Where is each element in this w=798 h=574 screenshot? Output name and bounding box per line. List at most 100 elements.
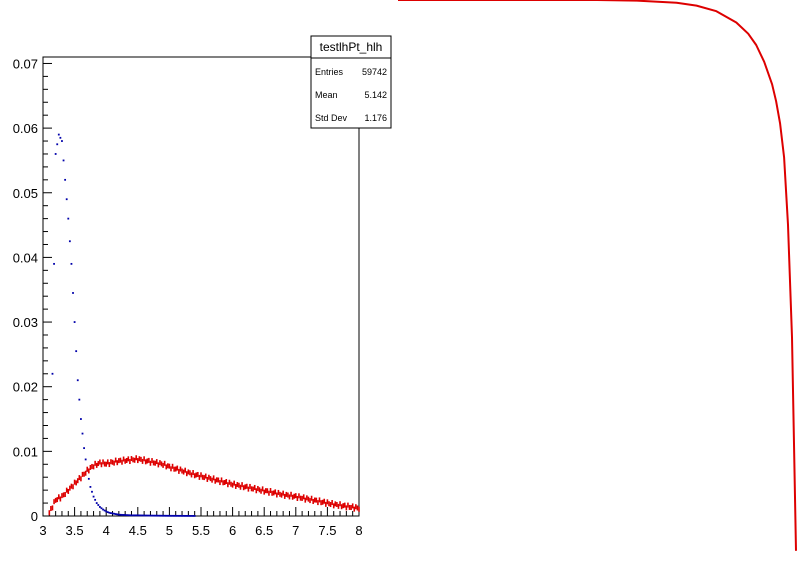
blue-point [54,153,57,155]
blue-point [147,514,150,517]
blue-point [182,514,185,517]
stats-stddev-label: Std Dev [315,113,348,123]
blue-point [119,513,122,516]
blue-point [165,514,168,517]
blue-point [129,514,131,517]
blue-point [192,515,194,517]
blue-point [130,514,133,517]
y-tick-label: 0.04 [13,250,38,265]
blue-point [64,178,67,181]
right-curve [398,0,797,551]
blue-point [125,514,128,517]
blue-point [114,513,117,515]
x-tick-label: 5.5 [192,523,210,538]
blue-point [65,198,68,201]
blue-point [133,514,136,517]
blue-point [87,477,90,480]
blue-point [62,159,65,162]
stats-entries-value: 59742 [362,67,387,77]
red-series [48,455,360,516]
x-tick-label: 7.5 [318,523,336,538]
blue-point [57,133,60,136]
blue-point [140,514,142,517]
y-tick-label: 0 [31,509,38,524]
blue-point [103,509,106,512]
blue-point [168,514,171,517]
blue-point [95,502,98,504]
blue-point [155,514,158,517]
blue-point [67,217,70,220]
x-tick-label: 5 [166,523,173,538]
blue-point [135,514,138,517]
blue-point [160,514,163,517]
blue-point [189,515,191,517]
x-tick-label: 4.5 [129,523,147,538]
blue-point [174,514,177,517]
blue-point [138,514,141,517]
blue-point [98,506,101,508]
y-tick-label: 0.02 [13,380,38,395]
blue-point [75,350,78,353]
blue-point [91,490,93,493]
blue-point [100,507,103,510]
blue-point [162,514,164,517]
stats-box: testlhPt_hlh Entries 59742 Mean 5.142 St… [310,35,392,129]
blue-point [179,514,182,517]
blue-point [170,514,172,517]
blue-point [81,432,84,435]
blue-point [173,514,176,517]
blue-point [152,514,155,517]
blue-point [116,513,119,516]
blue-point [56,143,59,146]
blue-point [184,514,187,517]
blue-point [121,513,123,516]
blue-point [181,514,183,517]
blue-point [117,513,120,516]
blue-point [190,515,193,517]
blue-point [111,512,114,515]
blue-point [105,510,108,513]
y-tick-label: 0.06 [13,121,38,136]
blue-point [149,514,152,517]
y-tick-label: 0.05 [13,186,38,201]
blue-point [89,486,92,488]
blue-point [80,418,82,420]
blue-point [108,511,111,514]
x-tick-label: 6 [229,523,236,538]
blue-point [72,292,74,294]
x-tick-label: 8 [355,523,362,538]
blue-point [154,514,157,517]
x-tick-label: 4 [103,523,110,538]
blue-point [176,514,179,517]
blue-point [151,514,153,517]
x-tick-label: 7 [292,523,299,538]
blue-point [53,262,55,265]
blue-point [166,514,169,517]
blue-point [185,514,188,517]
blue-point [171,514,174,517]
blue-point [141,514,144,517]
curve-line [398,0,797,551]
blue-point [84,458,87,461]
stats-stddev-value: 1.176 [364,113,387,123]
y-tick-label: 0.01 [13,444,38,459]
stats-entries-label: Entries [315,67,344,77]
blue-point [70,262,73,265]
blue-point [122,514,125,516]
stats-title: testlhPt_hlh [320,40,383,54]
blue-point [106,511,109,514]
blue-point [76,379,79,382]
blue-point [177,514,180,517]
blue-point [143,514,146,517]
x-tick-label: 6.5 [255,523,273,538]
blue-point [102,508,104,511]
x-tick-label: 3 [39,523,46,538]
y-tick-label: 0.03 [13,315,38,330]
stats-mean-label: Mean [315,90,338,100]
blue-point [144,514,147,517]
blue-point [163,514,166,517]
blue-point [78,398,81,401]
blue-series [51,133,196,517]
x-axis-ticks: 3 3.5 4 4.5 5 5.5 6 6.5 7 7.5 8 [39,507,363,538]
y-tick-label: 0.07 [13,56,38,71]
